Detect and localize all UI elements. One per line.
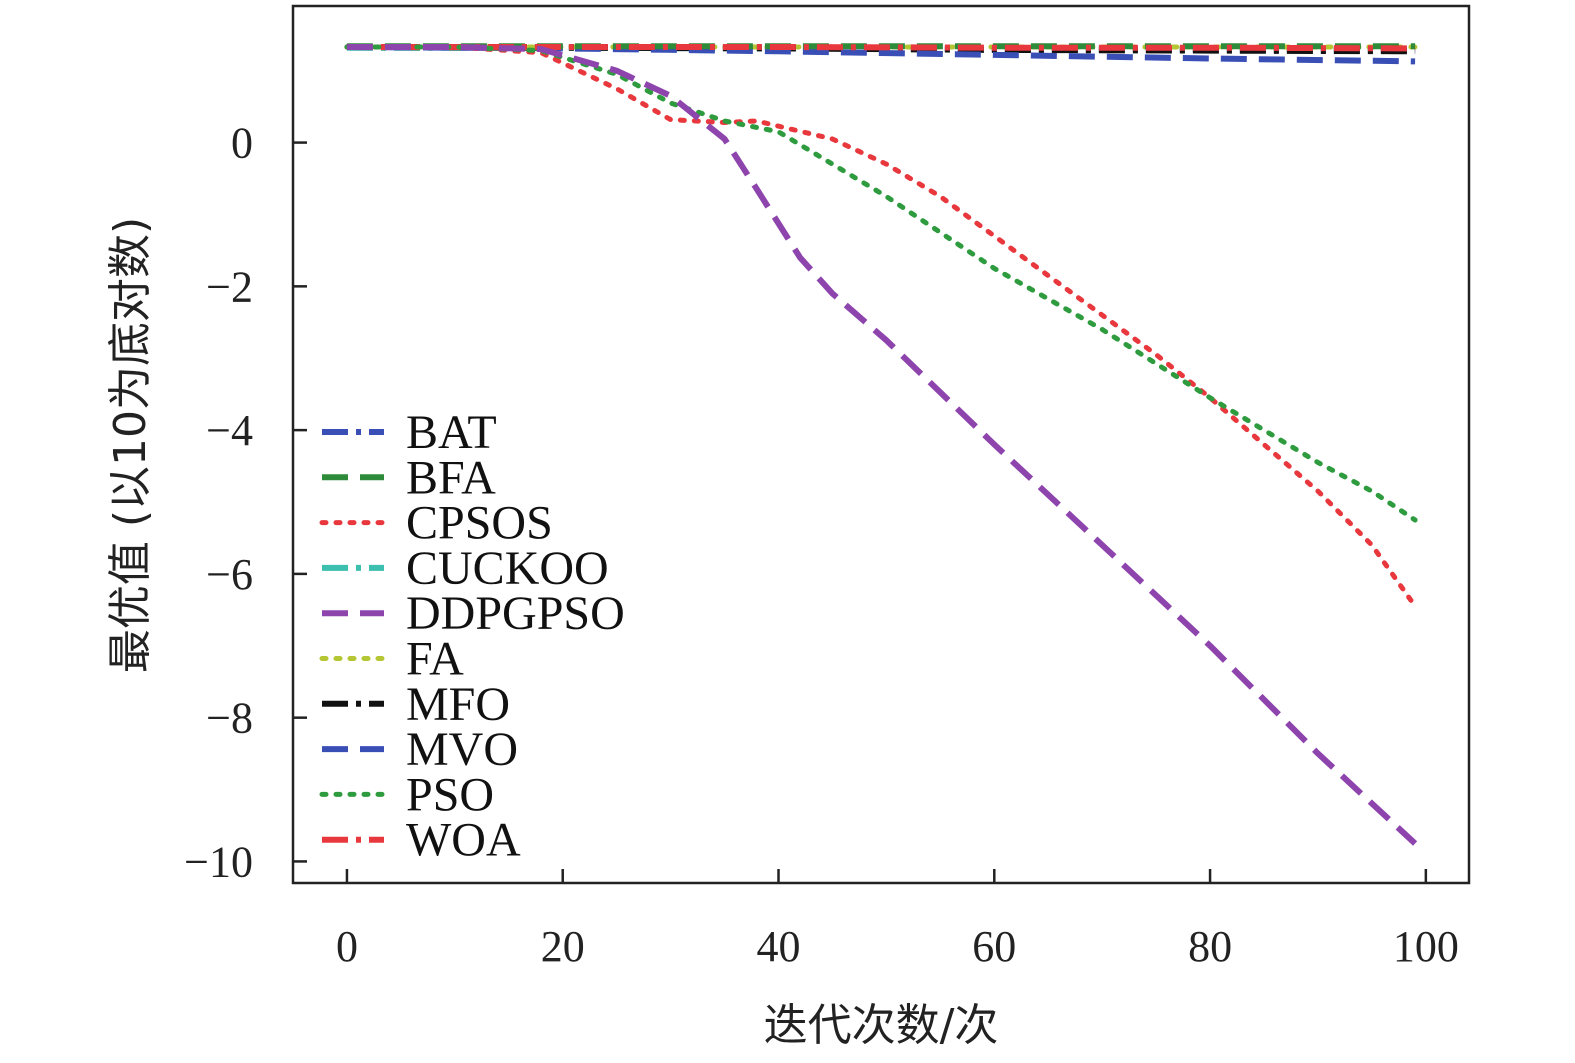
series-line-mvo — [346, 44, 1416, 65]
legend-label-ddpgpso: DDPGPSO — [406, 587, 625, 640]
y-tick-label: −8 — [206, 694, 253, 743]
legend-label-cuckoo: CUCKOO — [406, 542, 609, 595]
x-axis-label: 迭代次数/次 — [764, 1000, 999, 1051]
series-line-pso — [344, 44, 1418, 523]
series-line-woa — [346, 44, 1416, 52]
x-tick-label: 60 — [972, 922, 1016, 971]
y-tick-label: −2 — [206, 262, 253, 311]
x-tick-label: 20 — [541, 922, 585, 971]
y-axis-label: 最优值 (以10为底对数) — [105, 217, 156, 673]
x-tick-label: 0 — [336, 922, 358, 971]
x-tick-label: 100 — [1393, 922, 1459, 971]
legend-label-woa: WOA — [406, 814, 521, 867]
legend-label-mvo: MVO — [406, 723, 518, 776]
x-tick-label: 80 — [1188, 922, 1232, 971]
series-line-cpsos — [344, 44, 1418, 609]
x-tick-label: 40 — [757, 922, 801, 971]
plot-frame — [291, 4, 1471, 885]
y-tick-label: −6 — [206, 550, 253, 599]
x-axis: 0 20 40 60 80 100 — [336, 869, 1459, 971]
series-line-ddpgpso — [346, 44, 1418, 846]
y-axis: 0 −2 −4 −6 −8 −10 — [184, 119, 307, 886]
legend-label-bfa: BFA — [406, 451, 496, 504]
legend-label-pso: PSO — [406, 768, 494, 821]
series-lines — [344, 43, 1418, 846]
y-tick-label: 0 — [231, 119, 253, 168]
legend-label-fa: FA — [406, 633, 464, 686]
y-tick-label: −4 — [206, 406, 253, 455]
legend-label-bat: BAT — [406, 406, 497, 459]
legend-label-cpsos: CPSOS — [406, 497, 553, 550]
y-tick-label: −10 — [184, 837, 253, 886]
legend-label-mfo: MFO — [406, 678, 510, 731]
